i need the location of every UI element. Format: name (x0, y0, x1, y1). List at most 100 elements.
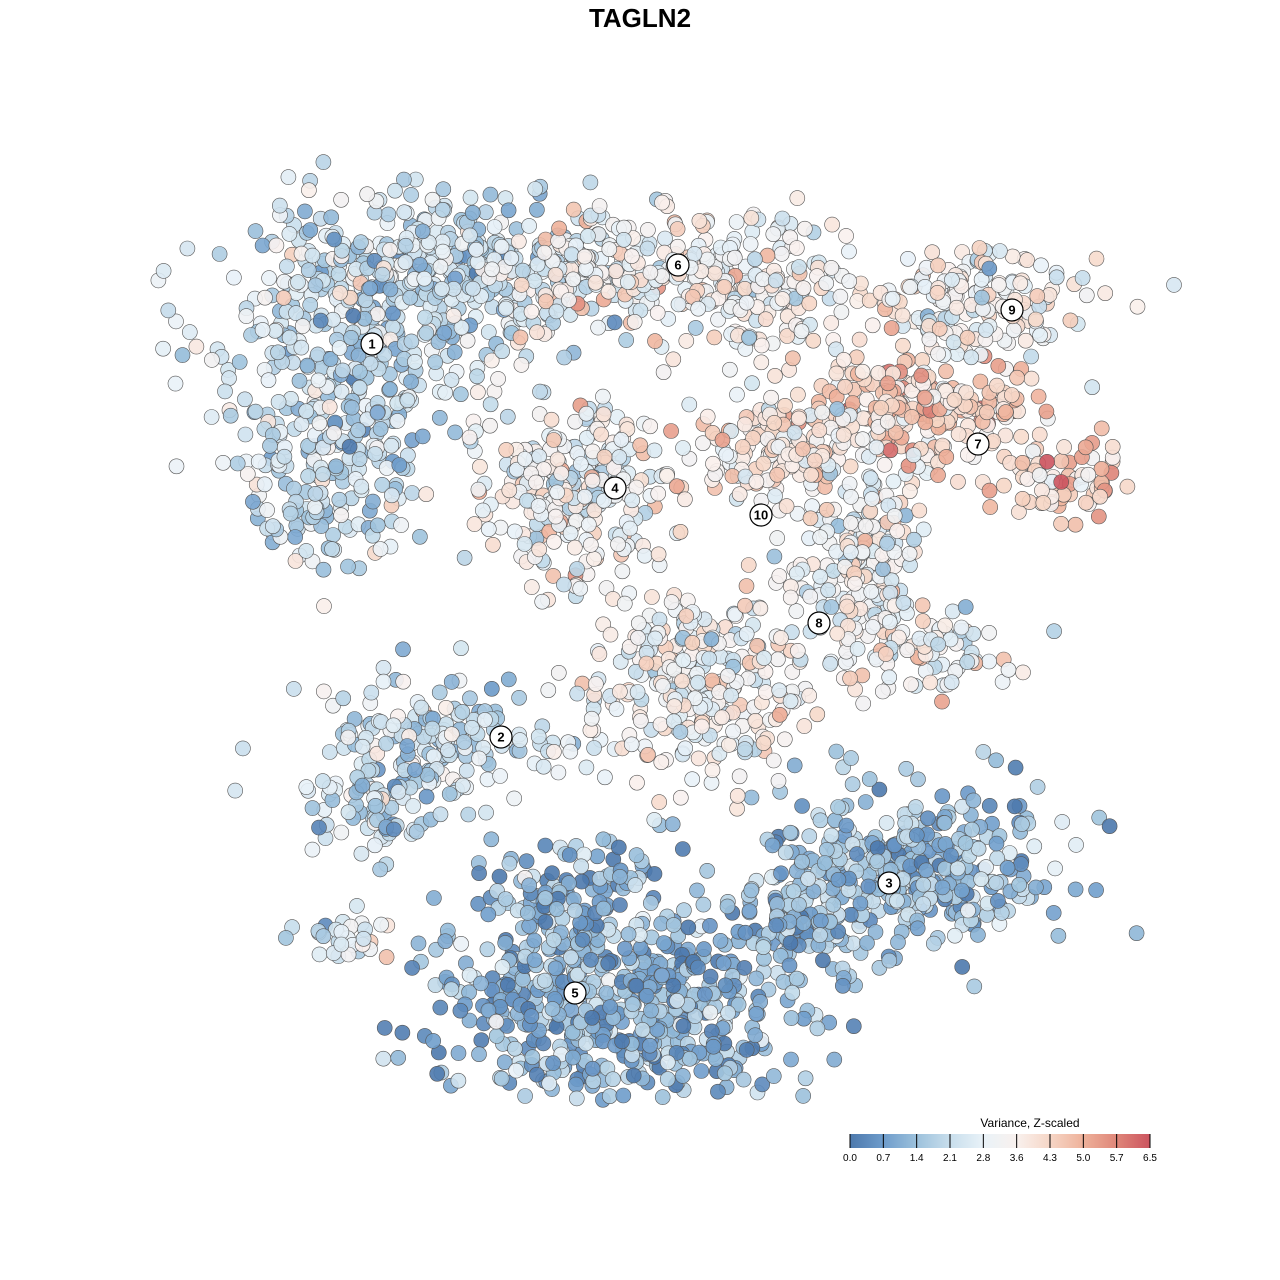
cluster-label-text: 9 (1008, 303, 1015, 318)
data-point-cluster-5 (528, 1066, 545, 1083)
data-point-cluster-8 (690, 674, 706, 691)
data-point-cluster-2 (378, 949, 395, 965)
data-point-cluster-4 (506, 523, 523, 540)
data-point-cluster-6 (687, 320, 704, 336)
data-point-cluster-5 (544, 865, 560, 882)
data-point-cluster-5 (765, 1068, 782, 1084)
data-point-cluster-5 (743, 882, 760, 899)
data-point-cluster-5 (536, 972, 553, 989)
data-point-cluster-10 (681, 396, 698, 413)
data-point-cluster-10 (802, 510, 819, 527)
data-point-cluster-1 (459, 332, 476, 349)
data-point-cluster-8 (738, 626, 755, 642)
data-point-cluster-3 (988, 835, 1005, 852)
data-point-cluster-5 (425, 1033, 442, 1049)
data-point-cluster-8 (796, 718, 813, 734)
data-point-cluster-1 (332, 285, 348, 301)
data-point-cluster-6 (791, 259, 807, 275)
data-point-cluster-2 (440, 742, 456, 759)
data-point-cluster-3 (823, 827, 840, 844)
data-point-cluster-5 (620, 926, 637, 943)
data-point-cluster-2 (314, 773, 331, 789)
data-point-cluster-2 (353, 845, 370, 862)
data-point-cluster-1 (333, 507, 349, 524)
data-point-cluster-3 (869, 840, 886, 857)
data-point-cluster-7 (981, 482, 998, 499)
data-point-cluster-2 (315, 683, 332, 700)
data-point-cluster-8 (903, 676, 919, 693)
data-point-cluster-5 (537, 914, 554, 930)
data-point-cluster-9 (990, 277, 1007, 293)
data-point-cluster-4 (461, 429, 478, 446)
data-point-cluster-7 (1053, 453, 1070, 469)
data-point-cluster-8 (652, 716, 669, 733)
data-point-cluster-4 (655, 364, 672, 381)
data-point-cluster-1 (287, 529, 304, 545)
data-point-cluster-2 (511, 689, 527, 706)
data-point-cluster-8 (981, 653, 997, 670)
data-point-cluster-1 (382, 281, 399, 298)
data-point-cluster-8 (534, 593, 551, 610)
data-point-cluster-1 (470, 384, 486, 401)
data-point-cluster-5 (544, 1001, 561, 1017)
data-point-cluster-1 (297, 203, 313, 220)
data-point-cluster-1 (514, 262, 531, 279)
data-point-cluster-6 (823, 260, 840, 276)
data-point-cluster-1 (265, 518, 281, 535)
data-point-cluster-5 (689, 882, 705, 899)
data-point-cluster-2 (431, 684, 448, 701)
data-point-cluster-5 (737, 924, 754, 941)
data-point-cluster-3 (898, 760, 915, 777)
data-point-cluster-5 (624, 996, 641, 1013)
data-point-cluster-8 (881, 669, 898, 686)
data-point-cluster-5 (526, 952, 543, 968)
data-point-cluster-1 (293, 339, 310, 356)
data-point-cluster-5 (632, 940, 649, 956)
data-point-cluster-8 (930, 636, 947, 653)
data-point-cluster-1 (302, 297, 319, 313)
data-point-cluster-6 (741, 329, 757, 346)
data-point-cluster-4 (543, 411, 560, 428)
data-point-cluster-10 (864, 491, 880, 507)
data-point-cluster-3 (812, 812, 829, 829)
data-point-cluster-10 (854, 363, 871, 380)
data-point-cluster-2 (235, 740, 251, 757)
data-point-cluster-4 (586, 551, 602, 567)
data-point-cluster-5 (674, 1068, 691, 1084)
data-point-cluster-1 (240, 466, 256, 482)
data-point-cluster-1 (155, 340, 171, 357)
data-point-cluster-8 (889, 523, 906, 539)
data-point-cluster-2 (372, 861, 389, 878)
data-point-cluster-6 (767, 367, 783, 384)
data-point-cluster-6 (728, 214, 745, 230)
data-point-cluster-10 (642, 418, 659, 435)
data-point-cluster-8 (651, 794, 668, 810)
data-point-cluster-8 (736, 741, 753, 757)
legend-tick-label: 2.1 (943, 1153, 957, 1164)
data-point-cluster-3 (843, 750, 859, 766)
cluster-label-1: 1 (360, 332, 384, 356)
data-point-cluster-4 (498, 442, 515, 458)
data-point-cluster-5 (654, 967, 670, 984)
data-point-cluster-1 (262, 437, 278, 454)
data-point-cluster-4 (650, 546, 667, 563)
data-point-cluster-3 (1011, 876, 1028, 893)
data-point-cluster-6 (512, 329, 529, 346)
data-point-cluster-5 (642, 1037, 658, 1054)
data-point-cluster-5 (390, 1050, 407, 1066)
data-point-cluster-3 (830, 799, 846, 815)
data-point-cluster-1 (389, 413, 406, 429)
data-point-cluster-1 (294, 318, 311, 334)
data-point-cluster-5 (712, 932, 729, 949)
data-point-cluster-6 (548, 303, 565, 320)
data-point-cluster-6 (486, 219, 503, 235)
data-point-cluster-3 (889, 892, 905, 909)
data-point-cluster-2 (405, 798, 421, 814)
data-point-cluster-1 (382, 381, 398, 398)
data-point-cluster-8 (616, 595, 633, 612)
data-point-cluster-10 (777, 397, 793, 414)
data-point-cluster-8 (758, 684, 774, 700)
data-point-cluster-3 (815, 952, 831, 969)
data-point-cluster-9 (974, 289, 990, 306)
data-point-cluster-5 (507, 1040, 523, 1057)
